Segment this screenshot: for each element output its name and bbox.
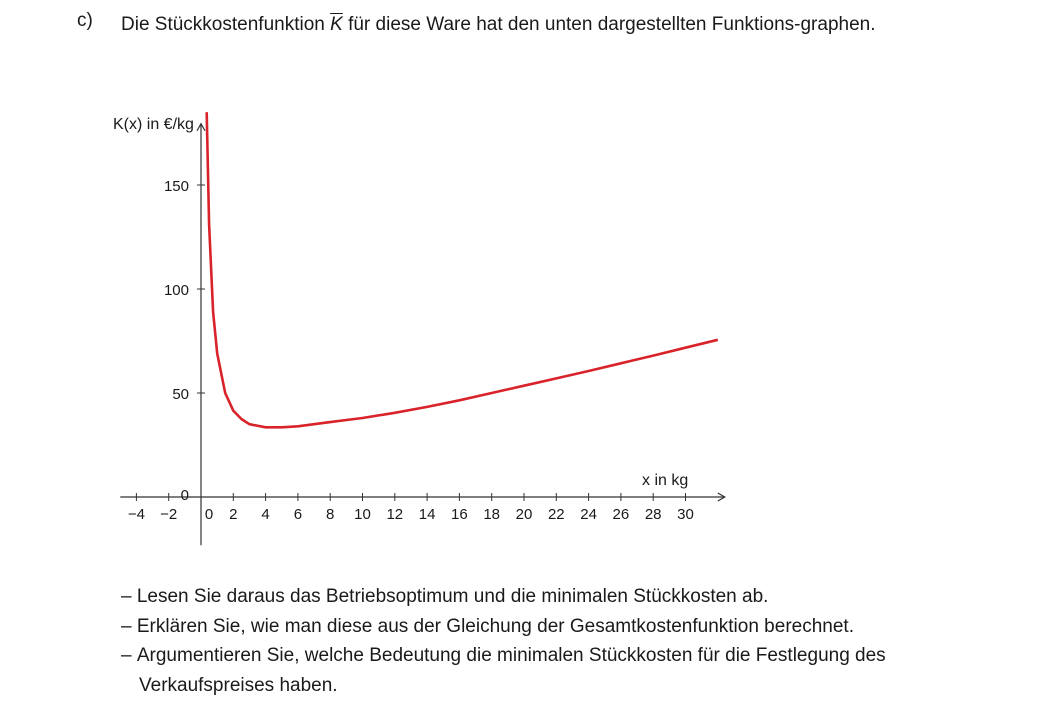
x-tick-label: −4 <box>128 506 145 523</box>
chart-axes: K(x) in €/kg x in kg <box>113 116 727 546</box>
x-tick-label: −2 <box>160 506 177 523</box>
intro-text-end: für diese Ware hat den unten dargestellt… <box>342 14 876 35</box>
x-tick-label: 28 <box>645 506 662 523</box>
x-tick-label: 14 <box>419 506 436 523</box>
x-axis-label: x in kg <box>642 472 688 489</box>
x-tick-label: 4 <box>261 506 269 523</box>
x-tick-label: 22 <box>548 506 565 523</box>
task-label: c) <box>77 10 93 31</box>
x-tick-label: 12 <box>386 506 403 523</box>
y-tick-label: 0 <box>181 487 189 504</box>
y-tick-label: 100 <box>164 282 189 299</box>
x-tick-label: 0 <box>205 506 213 523</box>
x-tick-label: 6 <box>294 506 302 523</box>
question-item: Erklären Sie, wie man diese aus der Glei… <box>121 612 1001 642</box>
x-tick-label: 10 <box>354 506 371 523</box>
x-tick-label: 20 <box>516 506 533 523</box>
chart-series <box>205 112 719 429</box>
task-intro: Die Stückkostenfunktion K für diese Ware… <box>121 10 941 40</box>
x-tick-label: 16 <box>451 506 468 523</box>
x-tick-label: 26 <box>613 506 630 523</box>
unit-cost-curve <box>205 112 719 429</box>
intro-k-bar-symbol: K <box>330 14 343 35</box>
x-tick-label: 2 <box>229 506 237 523</box>
x-tick-label: 30 <box>677 506 694 523</box>
question-item: Lesen Sie daraus das Betriebsoptimum und… <box>121 582 1001 612</box>
intro-text-start: Die Stückkostenfunktion <box>121 14 331 35</box>
y-axis-label: K(x) in €/kg <box>113 116 194 133</box>
x-axis-arrow <box>717 492 727 502</box>
x-tick-label: 24 <box>580 506 597 523</box>
task-questions: Lesen Sie daraus das Betriebsoptimum und… <box>121 582 1001 700</box>
y-tick-label: 50 <box>172 386 189 403</box>
y-axis-arrow <box>196 122 206 132</box>
x-tick-label: 8 <box>326 506 334 523</box>
question-item: Argumentieren Sie, welche Bedeutung die … <box>121 641 1001 700</box>
x-tick-label: 18 <box>483 506 500 523</box>
y-tick-label: 150 <box>164 178 189 195</box>
